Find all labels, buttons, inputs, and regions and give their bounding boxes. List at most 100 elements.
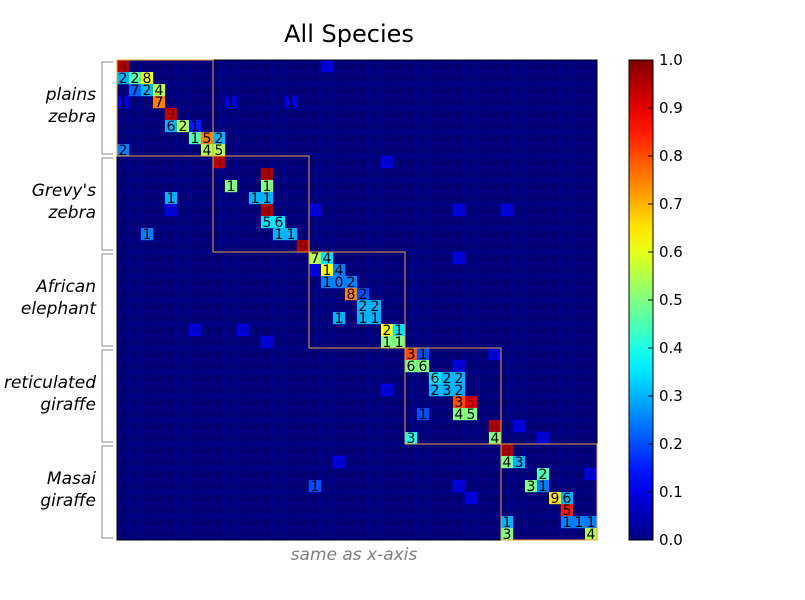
cell-zero-label: 0 [336, 110, 341, 119]
cell-zero-label: 0 [216, 314, 221, 323]
cell-zero-label: 0 [180, 434, 185, 443]
heatmap-cell [513, 456, 526, 469]
cell-zero-label: 0 [216, 278, 221, 287]
cell-zero-label: 0 [408, 62, 413, 71]
cell-zero-label: 0 [396, 398, 401, 407]
cell-zero-label: 0 [216, 482, 221, 491]
cell-zero-label: 0 [240, 326, 245, 335]
cell-zero-label: 0 [456, 518, 461, 527]
cell-zero-label: 0 [300, 386, 305, 395]
cell-zero-label: 0 [576, 218, 581, 227]
cell-zero-label: 0 [504, 398, 509, 407]
cell-zero-label: 0 [228, 266, 233, 275]
cell-zero-label: 0 [396, 302, 401, 311]
cell-zero-label: 0 [336, 338, 341, 347]
cell-zero-label: 0 [396, 494, 401, 503]
cell-zero-label: 0 [120, 254, 125, 263]
cell-zero-label: 0 [360, 74, 365, 83]
cell-zero-label: 0 [444, 314, 449, 323]
cell-zero-label: 0 [504, 326, 509, 335]
cell-zero-label: 0 [228, 422, 233, 431]
cell-zero-label: 0 [252, 410, 257, 419]
cell-value-label: 1 [263, 179, 272, 195]
cell-zero-label: 0 [384, 62, 389, 71]
cell-zero-label: 0 [120, 350, 125, 359]
cell-zero-label: 0 [564, 146, 569, 155]
cell-zero-label: 0 [360, 494, 365, 503]
cell-zero-label: 0 [168, 518, 173, 527]
cell-zero-label: 0 [204, 410, 209, 419]
cell-zero-label: 0 [264, 326, 269, 335]
cell-zero-label: 0 [276, 206, 281, 215]
cell-zero-label: 0 [180, 278, 185, 287]
cell-zero-label: 0 [300, 146, 305, 155]
cell-zero-label: 0 [192, 326, 197, 335]
cell-zero-label: 0 [480, 158, 485, 167]
cell-value-label: 1 [227, 95, 236, 111]
cell-zero-label: 0 [336, 530, 341, 539]
cell-value-label: 2 [455, 383, 464, 399]
cell-zero-label: 0 [228, 254, 233, 263]
cell-zero-label: 0 [132, 434, 137, 443]
cell-zero-label: 0 [552, 86, 557, 95]
cell-zero-label: 0 [348, 326, 353, 335]
heatmap-cell [381, 336, 394, 349]
cell-zero-label: 0 [540, 326, 545, 335]
cell-value-label: 6 [563, 491, 572, 507]
cell-zero-label: 0 [288, 422, 293, 431]
cell-zero-label: 0 [132, 338, 137, 347]
cell-zero-label: 0 [420, 182, 425, 191]
cell-zero-label: 0 [312, 206, 317, 215]
cell-zero-label: 0 [504, 338, 509, 347]
cell-value-label: 1 [371, 311, 380, 327]
cell-zero-label: 0 [588, 290, 593, 299]
cell-value-label: 5 [467, 407, 476, 423]
cell-zero-label: 0 [168, 230, 173, 239]
cell-zero-label: 0 [192, 110, 197, 119]
group-label: zebra [47, 107, 96, 127]
cell-zero-label: 0 [552, 266, 557, 275]
cell-zero-label: 0 [504, 278, 509, 287]
cell-zero-label: 0 [288, 506, 293, 515]
cell-zero-label: 0 [348, 146, 353, 155]
cell-zero-label: 0 [276, 86, 281, 95]
heatmap-cell [213, 156, 226, 169]
cell-value-label: 3 [407, 431, 416, 447]
cell-zero-label: 0 [312, 110, 317, 119]
cell-zero-label: 0 [540, 386, 545, 395]
heatmap-cell [453, 372, 466, 385]
cell-zero-label: 0 [168, 482, 173, 491]
cell-zero-label: 0 [168, 146, 173, 155]
cell-zero-label: 0 [240, 266, 245, 275]
cell-zero-label: 0 [288, 518, 293, 527]
cell-zero-label: 0 [588, 374, 593, 383]
cell-zero-label: 0 [468, 470, 473, 479]
cell-zero-label: 0 [588, 470, 593, 479]
cell-zero-label: 0 [348, 254, 353, 263]
cell-zero-label: 0 [564, 434, 569, 443]
cell-zero-label: 0 [192, 410, 197, 419]
cell-zero-label: 0 [228, 158, 233, 167]
cell-zero-label: 0 [588, 230, 593, 239]
cell-zero-label: 0 [384, 302, 389, 311]
heatmap-cell [345, 276, 358, 289]
cell-zero-label: 0 [192, 182, 197, 191]
cell-zero-label: 0 [456, 506, 461, 515]
cell-zero-label: 0 [240, 146, 245, 155]
cell-zero-label: 0 [288, 266, 293, 275]
cell-zero-label: 0 [300, 230, 305, 239]
cell-zero-label: 0 [228, 434, 233, 443]
cell-zero-label: 0 [300, 494, 305, 503]
heatmap-cell [285, 228, 298, 241]
cell-zero-label: 0 [516, 134, 521, 143]
cell-zero-label: 0 [444, 266, 449, 275]
cell-zero-label: 0 [228, 230, 233, 239]
cell-zero-label: 0 [168, 338, 173, 347]
cell-zero-label: 0 [564, 410, 569, 419]
cell-zero-label: 0 [120, 362, 125, 371]
cell-zero-label: 0 [372, 530, 377, 539]
cell-zero-label: 0 [408, 218, 413, 227]
cell-value-label: 2 [359, 299, 368, 315]
cell-zero-label: 0 [120, 482, 125, 491]
cell-zero-label: 0 [204, 326, 209, 335]
